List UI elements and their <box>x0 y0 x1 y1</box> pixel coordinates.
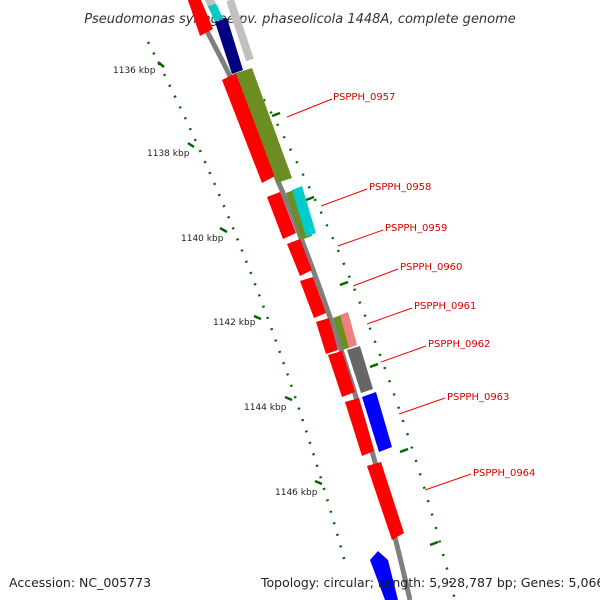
gene-label-pspph-0962[interactable]: PSPPH_0962 <box>428 339 490 350</box>
cds-arrow[interactable] <box>316 318 338 354</box>
cds-arrow[interactable] <box>267 192 296 239</box>
label-line <box>380 345 427 363</box>
label-line <box>398 397 446 415</box>
cds-category-pink-box[interactable] <box>340 312 357 348</box>
cds-arrow[interactable] <box>287 239 312 276</box>
label-line <box>352 268 399 287</box>
label-line <box>286 98 333 118</box>
gene-label-pspph-0960[interactable]: PSPPH_0960 <box>400 262 462 273</box>
feature-ring-categories <box>205 0 398 600</box>
gene-label-pspph-0959[interactable]: PSPPH_0959 <box>385 223 447 234</box>
cds-category-olive-box[interactable] <box>333 315 351 350</box>
genome-summary-text: Topology: circular; Length: 5,928,787 bp… <box>261 575 600 590</box>
major-tick <box>253 314 262 321</box>
gene-label-pspph-0964[interactable]: PSPPH_0964 <box>473 468 535 479</box>
tick-label-1142: 1142 kbp <box>213 318 256 328</box>
cds-category-olive-box[interactable] <box>236 68 292 183</box>
label-line <box>424 473 472 491</box>
gene-label-pspph-0957[interactable]: PSPPH_0957 <box>333 92 395 103</box>
feature-ring-cds <box>188 0 404 540</box>
cds-category-navy-box[interactable] <box>215 18 243 74</box>
label-line <box>320 188 368 207</box>
major-tick <box>219 226 228 234</box>
outer-tick <box>399 447 409 454</box>
cds-arrow[interactable] <box>222 73 275 183</box>
tick-label-1138: 1138 kbp <box>147 149 190 159</box>
tick-label-1146: 1146 kbp <box>275 488 318 498</box>
outer-tick <box>429 540 439 547</box>
label-lines <box>286 98 472 491</box>
tick-label-1136: 1136 kbp <box>113 66 156 76</box>
outer-tick <box>339 280 349 287</box>
genome-backbone-top-fragment <box>226 0 254 62</box>
cds-category-cyan-box[interactable] <box>208 4 223 22</box>
cds-category-blue-box[interactable] <box>362 392 392 452</box>
major-tick <box>314 479 323 486</box>
major-tick <box>284 395 293 402</box>
gene-label-pspph-0961[interactable]: PSPPH_0961 <box>414 301 476 312</box>
cds-arrow[interactable] <box>188 0 213 36</box>
genome-backbone <box>187 0 413 600</box>
cds-arrow[interactable] <box>367 462 404 540</box>
gene-label-pspph-0963[interactable]: PSPPH_0963 <box>447 392 509 403</box>
cds-arrow[interactable] <box>328 351 355 397</box>
major-tick <box>157 61 165 68</box>
outer-tick <box>271 111 281 118</box>
cds-category-blue-box[interactable] <box>370 551 398 600</box>
outer-tick <box>305 195 315 202</box>
map-title: Pseudomonas syringae pv. phaseolicola 14… <box>84 12 516 27</box>
cds-category-gray-box[interactable] <box>347 346 373 393</box>
cds-arrow[interactable] <box>345 398 374 456</box>
major-tick <box>187 141 195 149</box>
tick-label-1140: 1140 kbp <box>181 234 224 244</box>
outer-tick <box>369 362 379 369</box>
accession-text: Accession: NC_005773 <box>9 575 152 590</box>
gene-label-pspph-0958[interactable]: PSPPH_0958 <box>369 182 431 193</box>
cds-category-cyan-box[interactable] <box>292 186 316 237</box>
label-line <box>337 229 384 247</box>
scale-ticks <box>157 61 439 547</box>
cds-arrow[interactable] <box>300 277 326 318</box>
tick-label-1144: 1144 kbp <box>244 403 287 413</box>
label-line <box>366 307 413 325</box>
scale-dots-inner <box>146 41 347 563</box>
